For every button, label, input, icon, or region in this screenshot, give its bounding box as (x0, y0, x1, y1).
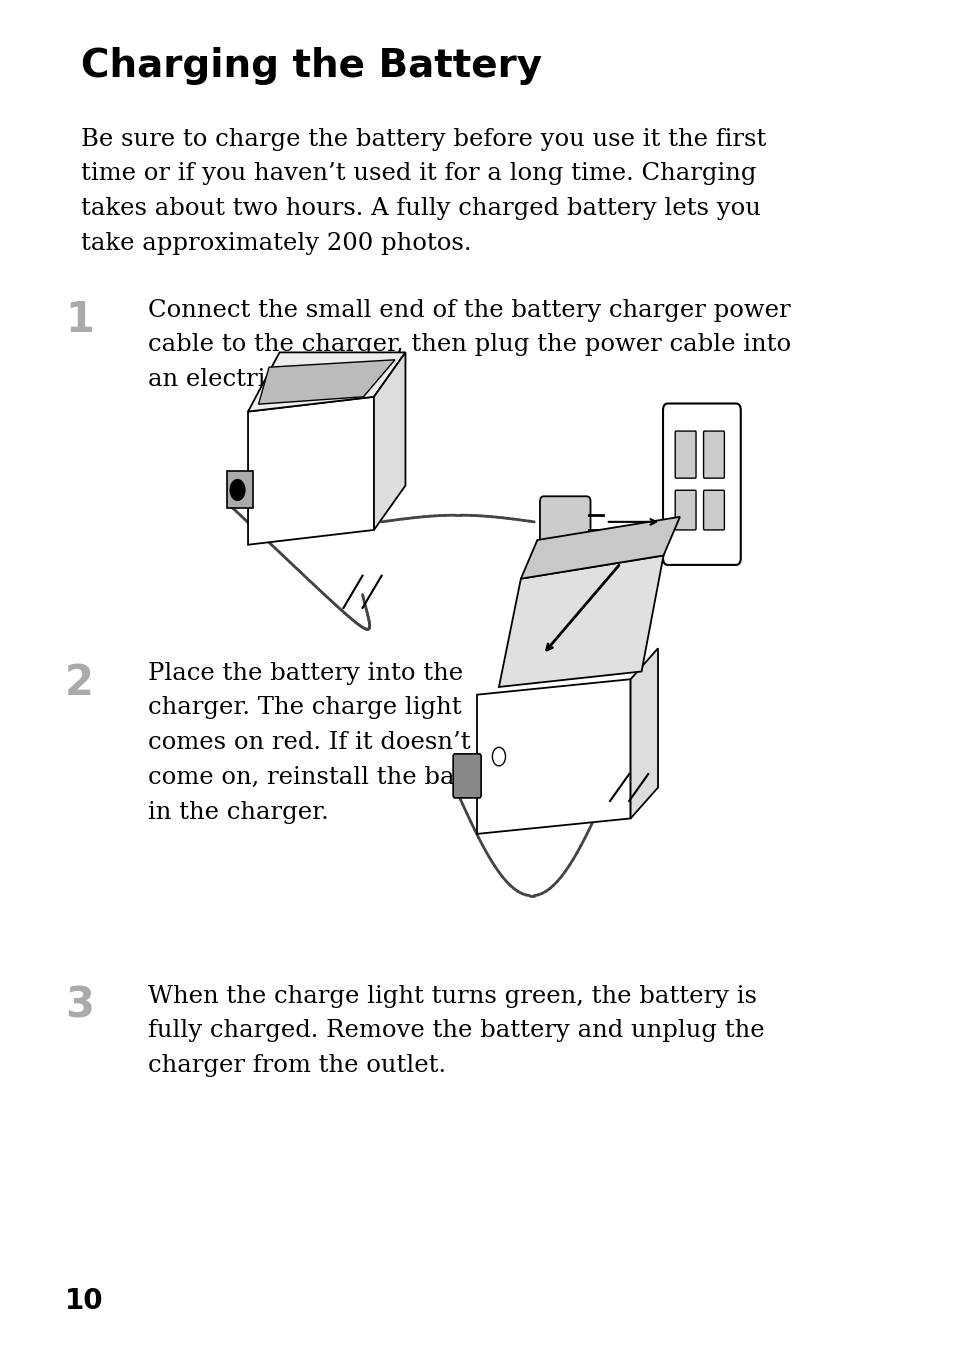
Polygon shape (248, 352, 405, 412)
Text: Place the battery into the
charger. The charge light
comes on red. If it doesn’t: Place the battery into the charger. The … (148, 662, 514, 823)
Circle shape (230, 480, 245, 500)
Text: 2: 2 (65, 662, 93, 703)
Polygon shape (498, 555, 663, 687)
Polygon shape (227, 471, 253, 508)
Polygon shape (476, 679, 630, 834)
Text: When the charge light turns green, the battery is
fully charged. Remove the batt: When the charge light turns green, the b… (148, 985, 763, 1077)
Circle shape (492, 748, 505, 765)
FancyBboxPatch shape (662, 404, 740, 565)
Polygon shape (520, 516, 679, 578)
Polygon shape (374, 352, 405, 530)
Polygon shape (258, 360, 395, 405)
Polygon shape (630, 648, 658, 818)
Text: 3: 3 (65, 985, 93, 1026)
Text: Be sure to charge the battery before you use it the first
time or if you haven’t: Be sure to charge the battery before you… (81, 128, 765, 254)
Text: 10: 10 (65, 1287, 103, 1315)
FancyBboxPatch shape (702, 491, 723, 530)
Text: 1: 1 (65, 299, 93, 340)
FancyBboxPatch shape (702, 430, 723, 479)
FancyBboxPatch shape (453, 753, 480, 798)
Text: Connect the small end of the battery charger power
cable to the charger, then pl: Connect the small end of the battery cha… (148, 299, 790, 391)
FancyBboxPatch shape (675, 491, 696, 530)
Polygon shape (248, 397, 374, 545)
FancyBboxPatch shape (675, 430, 696, 479)
FancyBboxPatch shape (539, 496, 590, 547)
Text: Charging the Battery: Charging the Battery (81, 47, 541, 85)
